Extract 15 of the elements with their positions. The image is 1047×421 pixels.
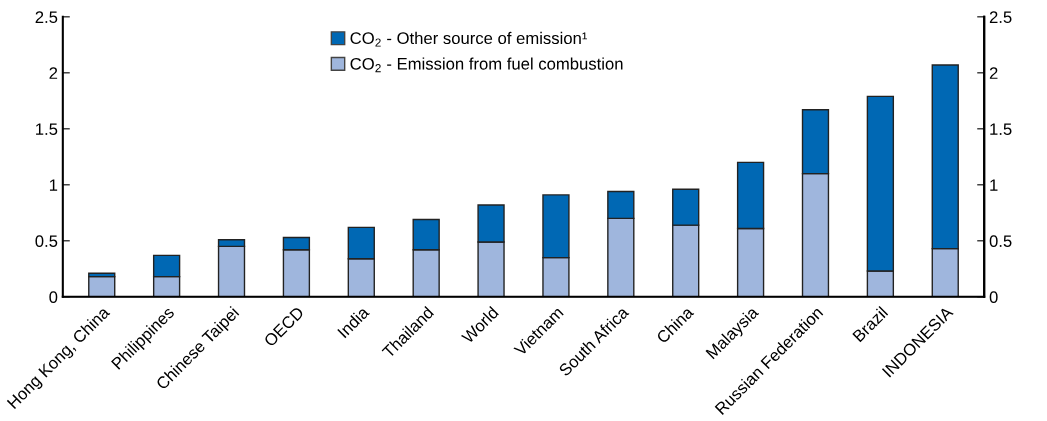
y-tick-label: 2 <box>49 67 58 79</box>
y-tick-label: 1 <box>49 179 58 191</box>
y2-tick-label: 0 <box>989 291 998 304</box>
y-tick-label: 2.5 <box>35 11 58 24</box>
y-tick-label: 1.5 <box>36 123 58 136</box>
bar <box>88 275 116 297</box>
y2-tick-label: 2.5 <box>989 11 1012 24</box>
y-tick-label: 0 <box>49 291 58 304</box>
y2-tick-label: 1.5 <box>990 123 1012 136</box>
y2-tick-label: 2 <box>989 67 998 79</box>
legend-label: CO$_{2}$ - Emission from fuel combustion <box>350 57 623 73</box>
legend-label: CO$_{2}$ - Other source of emission¹ <box>350 31 588 47</box>
y-tick-label: 0.5 <box>35 235 58 248</box>
y2-tick-label: 1 <box>990 179 998 191</box>
y2-tick-label: 0.5 <box>989 235 1012 248</box>
